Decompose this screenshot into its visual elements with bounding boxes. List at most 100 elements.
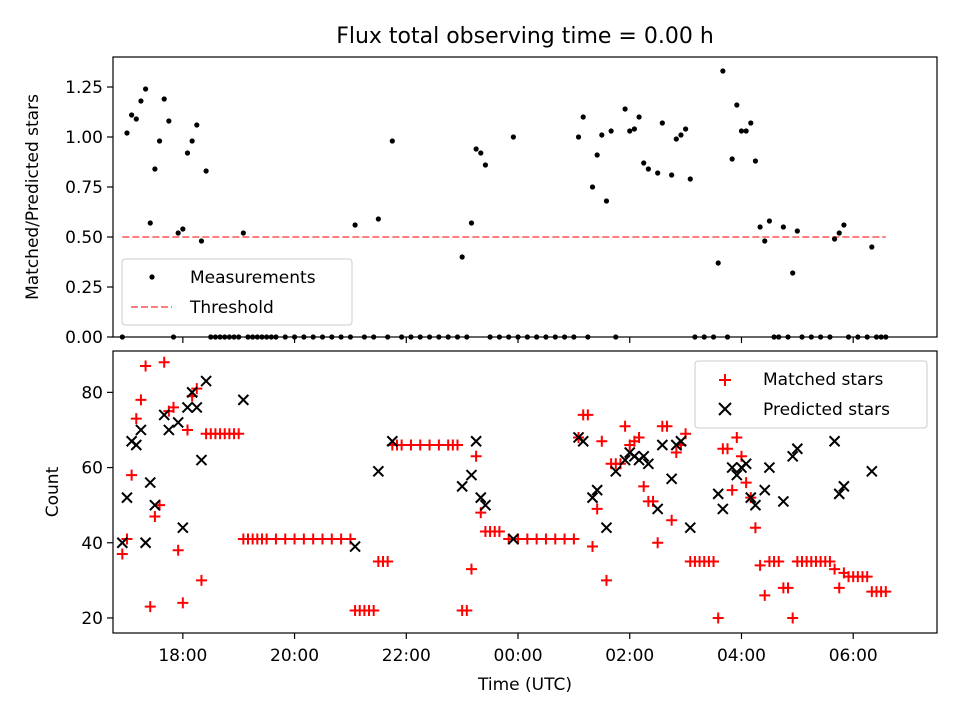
measurement-point <box>580 114 586 120</box>
top-plot-legend-box <box>121 258 353 326</box>
top-plot-ylabel: Matched/Predicted stars <box>23 94 43 300</box>
predicted-star-point <box>186 386 198 399</box>
measurement-point <box>352 222 358 228</box>
predicted-star-point <box>828 435 841 447</box>
bottom-x-tick-label: 22:00 <box>382 646 431 666</box>
measurement-point <box>738 128 745 134</box>
matched-star-point <box>433 439 445 451</box>
predicted-star-point <box>121 491 133 504</box>
top-y-tick-label: 0.75 <box>65 178 103 198</box>
measurement-point <box>869 244 875 250</box>
matched-star-point <box>405 439 417 451</box>
measurement-point <box>129 112 135 118</box>
predicted-star-point <box>191 401 203 414</box>
bottom-y-tick-label: 80 <box>81 383 103 403</box>
bottom-y-tick-label: 20 <box>81 609 103 629</box>
matched-star-point <box>461 604 473 616</box>
predicted-star-point <box>717 503 729 515</box>
measurement-point <box>831 236 838 242</box>
measurement-point <box>794 228 800 234</box>
matched-star-point <box>493 525 505 537</box>
matched-star-point <box>596 435 608 447</box>
top-plot: 0.00 0.25 0.50 0.75 1.00 1.25 Matched/Predict… <box>23 56 938 348</box>
top-y-tick-label: 1.25 <box>65 78 103 98</box>
matched-star-point <box>661 420 673 432</box>
measurement-point <box>715 260 721 266</box>
predicted-star-point <box>833 488 845 500</box>
bottom-plot-xlabel: Time (UTC) <box>477 675 572 695</box>
bottom-plot-legend-box <box>694 360 928 429</box>
predicted-star-point <box>600 522 613 534</box>
measurement-point <box>575 134 582 140</box>
bottom-plot-frame <box>112 350 938 634</box>
bottom-y-tick-label: 40 <box>81 534 103 554</box>
matched-star-point <box>591 503 603 515</box>
predicted-star-point <box>740 458 752 470</box>
top-y-tick-label: 0.00 <box>65 328 103 348</box>
measurement-point <box>180 226 186 232</box>
matched-star-point <box>833 582 845 594</box>
legend-measurements-label: Measurements <box>190 268 316 288</box>
matched-star-point <box>144 601 156 613</box>
predicted-star-point <box>475 491 487 504</box>
measurement-point <box>669 172 675 178</box>
matched-star-point <box>521 533 533 545</box>
predicted-star-point <box>586 491 599 504</box>
matched-star-point <box>666 514 678 526</box>
matched-star-point <box>759 589 771 601</box>
matched-star-point <box>414 439 426 451</box>
matched-star-point <box>531 533 543 545</box>
legend-matched-marker <box>719 374 731 386</box>
legend-measurements-marker <box>149 274 155 280</box>
measurement-point <box>603 198 610 204</box>
matched-star-point <box>130 413 142 425</box>
measurement-point <box>124 130 130 136</box>
top-y-tick-label: 0.25 <box>65 278 103 298</box>
predicted-star-point <box>181 401 194 414</box>
predicted-star-point <box>838 480 850 493</box>
matched-star-point <box>335 533 347 545</box>
matched-star-point <box>540 533 552 545</box>
bottom-plot: 20 40 60 80 18:00 20:00 22:00 00:00 02:00 04:00 06… <box>43 350 938 695</box>
measurement-point <box>752 158 759 164</box>
matched-star-point <box>582 409 594 421</box>
measurement-point <box>594 152 600 158</box>
matched-star-point <box>782 582 794 594</box>
matched-star-point <box>587 541 599 553</box>
matched-star-point <box>326 533 338 545</box>
measurement-point <box>836 230 842 236</box>
measurement-point <box>142 86 149 92</box>
predicted-star-point <box>665 473 678 485</box>
bottom-x-tick-label: 18:00 <box>158 646 207 666</box>
predicted-star-point <box>349 540 361 553</box>
predicted-star-point <box>638 450 650 462</box>
matched-star-point <box>829 563 841 575</box>
predicted-star-point <box>610 465 622 478</box>
measurement-point <box>189 138 195 144</box>
matched-star-point <box>787 612 799 624</box>
measurement-point <box>389 138 395 144</box>
measurement-point <box>673 136 679 142</box>
legend-predicted-marker <box>718 402 732 416</box>
matched-star-point <box>726 484 738 496</box>
measurement-point <box>622 106 628 112</box>
matched-star-point <box>298 533 310 545</box>
predicted-star-point <box>139 537 152 549</box>
measurement-point <box>198 238 205 244</box>
bottom-plot-ticks: 20 40 60 80 18:00 20:00 22:00 00:00 02:00 04:00 06… <box>81 383 877 666</box>
matched-star-point <box>652 537 664 549</box>
measurement-point <box>156 138 163 144</box>
measurement-point <box>599 132 605 138</box>
bottom-x-tick-label: 02:00 <box>605 646 654 666</box>
predicted-star-point <box>130 439 142 451</box>
legend-matched-label: Matched stars <box>763 370 883 390</box>
predicted-star-point <box>656 439 669 451</box>
matched-star-point <box>181 424 193 436</box>
measurement-point <box>184 150 191 156</box>
matched-star-point <box>195 574 207 586</box>
matched-star-point <box>316 533 328 545</box>
measurement-point <box>589 184 596 190</box>
matched-star-point <box>740 477 752 489</box>
measurement-point <box>482 162 489 168</box>
